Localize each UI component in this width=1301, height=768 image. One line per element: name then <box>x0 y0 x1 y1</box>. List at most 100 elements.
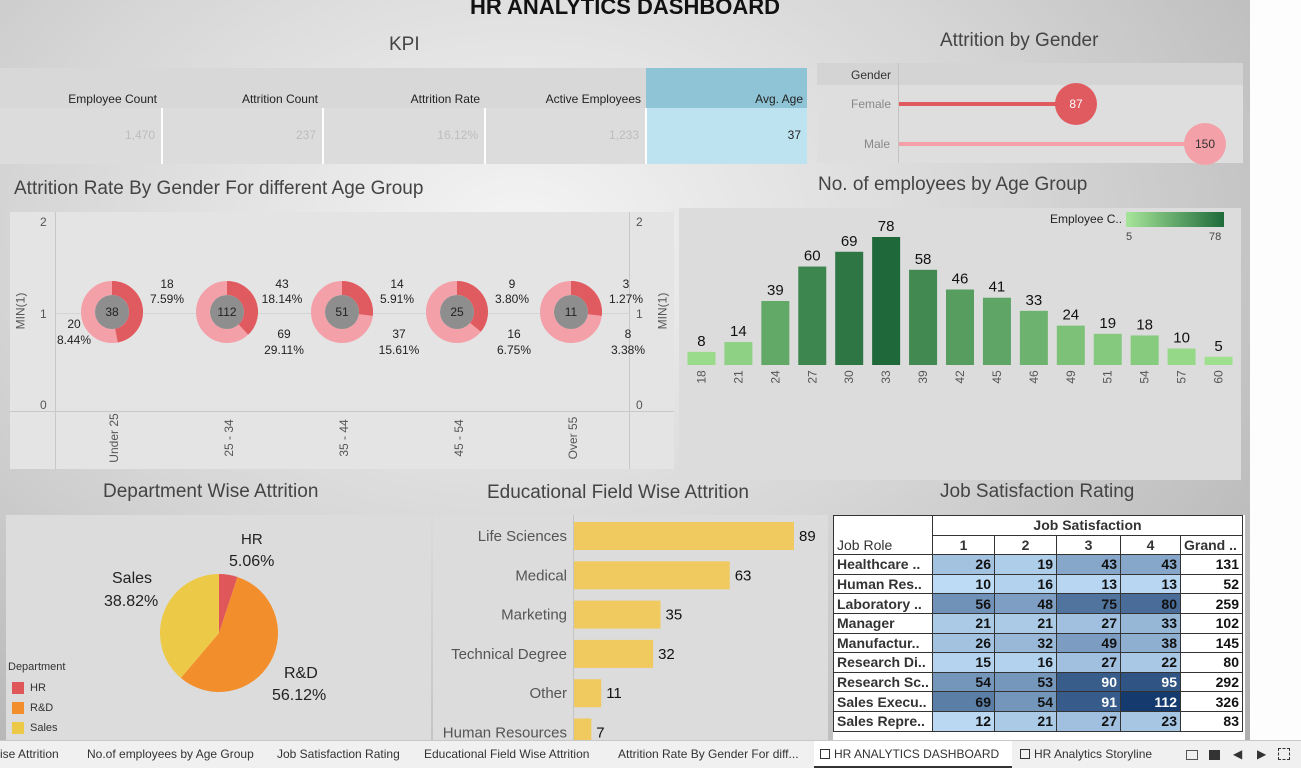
heatmap-cell[interactable]: 90 <box>1056 671 1121 693</box>
heatmap-cell[interactable]: 38 <box>1120 632 1181 654</box>
heatmap-cell[interactable]: 21 <box>994 710 1057 732</box>
age-bar-value: 46 <box>952 271 969 288</box>
heatmap-cell[interactable]: 13 <box>1056 573 1121 595</box>
table-row: Research Sc.. 54 53 90 95 292 <box>833 671 1243 693</box>
age-bar <box>724 342 753 365</box>
male-bar[interactable] <box>899 142 1204 146</box>
heatmap-cell[interactable]: 19 <box>994 554 1057 575</box>
heatmap-cell[interactable]: 43 <box>1120 554 1181 575</box>
education-bar <box>574 679 602 708</box>
legend-item-rd[interactable]: R&D <box>30 702 54 714</box>
heatmap-cell[interactable]: 23 <box>1120 710 1181 732</box>
age-bar-value: 58 <box>915 251 932 268</box>
gender-label-female: Female <box>851 97 892 111</box>
heatmap-cell[interactable]: 12 <box>932 710 995 732</box>
age-bar-value: 10 <box>1173 330 1190 347</box>
legend-item-sales[interactable]: Sales <box>30 722 58 734</box>
age-bar <box>1167 348 1196 365</box>
kpi-attrition-count[interactable]: 237 <box>163 108 322 164</box>
heatmap-cell[interactable]: 56 <box>932 593 995 614</box>
heatmap-cell[interactable]: 80 <box>1120 593 1181 614</box>
tab-job-satisfaction-rating[interactable]: Job Satisfaction Rating <box>277 747 400 761</box>
filmstrip-icon[interactable] <box>1209 750 1220 760</box>
department-panel: HR 5.06% Sales 38.82% R&D 56.12% Departm… <box>6 515 431 740</box>
age-tick-label: 42 <box>953 370 967 384</box>
tab-label: HR ANALYTICS DASHBOARD <box>834 747 1000 761</box>
heatmap-cell[interactable]: 22 <box>1120 652 1181 673</box>
heatmap-cell[interactable]: 95 <box>1120 671 1181 693</box>
heatmap-cell[interactable]: 112 <box>1120 691 1181 712</box>
age-group-axis-label: 45 - 54 <box>452 419 466 457</box>
col-header: 4 <box>1120 534 1181 556</box>
age-tick-label: 57 <box>1175 370 1189 384</box>
col-header: 1 <box>932 534 995 556</box>
y-tick-left: 2 <box>40 215 47 229</box>
next-sheet-icon[interactable]: ▶ <box>1257 747 1267 761</box>
heatmap-cell[interactable]: 53 <box>994 671 1057 693</box>
heatmap-cell[interactable]: 69 <box>932 691 995 712</box>
heatmap-cell[interactable]: 75 <box>1056 593 1121 614</box>
heatmap-cell[interactable]: 27 <box>1056 652 1121 673</box>
heatmap-cell[interactable]: 15 <box>932 652 995 673</box>
heatmap-cell[interactable]: 21 <box>994 612 1057 634</box>
heatmap-cell[interactable]: 13 <box>1120 573 1181 595</box>
legend-item-hr[interactable]: HR <box>30 682 46 694</box>
sheet-list-icon[interactable] <box>1186 750 1198 760</box>
table-row: Laboratory .. 56 48 75 80 259 <box>833 593 1243 614</box>
age-bar <box>946 289 974 365</box>
kpi-active-employees[interactable]: 1,233 <box>486 108 645 164</box>
previous-sheet-icon[interactable]: ◀ <box>1233 747 1243 761</box>
heatmap-cell[interactable]: 49 <box>1056 632 1121 654</box>
heatmap-cell[interactable]: 21 <box>932 612 995 634</box>
female-pct-label: 29.11% <box>264 343 304 357</box>
age-bar-value: 19 <box>1099 315 1116 332</box>
tab-educational-field-wise-attrition[interactable]: Educational Field Wise Attrition <box>424 747 590 761</box>
kpi-label-attrition-count: Attrition Count <box>241 92 318 106</box>
heatmap-cell[interactable]: 26 <box>932 632 995 654</box>
heatmap-cell[interactable]: 91 <box>1056 691 1121 712</box>
female-bar[interactable] <box>899 102 1076 106</box>
job-satisfaction-panel: Job Satisfaction Job Role 1 2 3 4 Grand … <box>833 515 1245 740</box>
heatmap-cell[interactable]: 48 <box>994 593 1057 614</box>
kpi-header-row: Employee Count Attrition Count Attrition… <box>0 68 807 108</box>
tab-department-wise-attrition[interactable]: ise Attrition <box>0 747 59 761</box>
tab-attrition-rate-by-gender[interactable]: Attrition Rate By Gender For diff... <box>618 747 799 761</box>
female-value-bubble[interactable]: 87 <box>1055 83 1097 125</box>
axis-line <box>10 411 674 412</box>
heatmap-cell[interactable]: 27 <box>1056 612 1121 634</box>
age-group-axis-label: 25 - 34 <box>222 419 236 457</box>
heatmap-cell[interactable]: 16 <box>994 652 1057 673</box>
age-tick-label: 27 <box>805 370 819 384</box>
tab-employees-by-age-group[interactable]: No.of employees by Age Group <box>87 747 254 761</box>
age-bar-value: 18 <box>1136 316 1153 333</box>
grand-total-cell: 326 <box>1180 691 1243 712</box>
dashboard-tab-icon <box>820 749 830 759</box>
heatmap-cell[interactable]: 54 <box>932 671 995 693</box>
y-tick-left: 1 <box>40 307 47 321</box>
age-tick-label: 33 <box>879 370 893 384</box>
heatmap-cell[interactable]: 27 <box>1056 710 1121 732</box>
kpi-attrition-rate[interactable]: 16.12% <box>324 108 484 164</box>
age-bar <box>1130 335 1159 365</box>
heatmap-cell[interactable]: 10 <box>932 573 995 595</box>
heatmap-cell[interactable]: 54 <box>994 691 1057 712</box>
tab-hr-analytics-dashboard[interactable]: HR ANALYTICS DASHBOARD <box>814 741 1012 768</box>
tab-hr-analytics-storyline[interactable]: HR Analytics Storyline <box>1014 741 1174 768</box>
heatmap-cell[interactable]: 26 <box>932 554 995 575</box>
heatmap-cell[interactable]: 33 <box>1120 612 1181 634</box>
kpi-avg-age[interactable]: 37 <box>647 108 807 164</box>
col-header: 3 <box>1056 534 1121 556</box>
heatmap-cell[interactable]: 32 <box>994 632 1057 654</box>
fullscreen-icon[interactable] <box>1278 748 1290 760</box>
male-value-bubble[interactable]: 150 <box>1184 123 1226 165</box>
table-row: Manufactur.. 26 32 49 38 145 <box>833 632 1243 654</box>
pie-slice <box>219 574 238 633</box>
female-count-label: 20 <box>67 317 81 331</box>
heatmap-cell[interactable]: 43 <box>1056 554 1121 575</box>
heatmap-cell[interactable]: 16 <box>994 573 1057 595</box>
age-bar <box>1056 325 1085 365</box>
kpi-employee-count[interactable]: 1,470 <box>0 108 161 164</box>
donut-center-value: 11 <box>565 305 578 319</box>
female-count-label: 69 <box>277 327 291 341</box>
col-header: 2 <box>994 534 1057 556</box>
